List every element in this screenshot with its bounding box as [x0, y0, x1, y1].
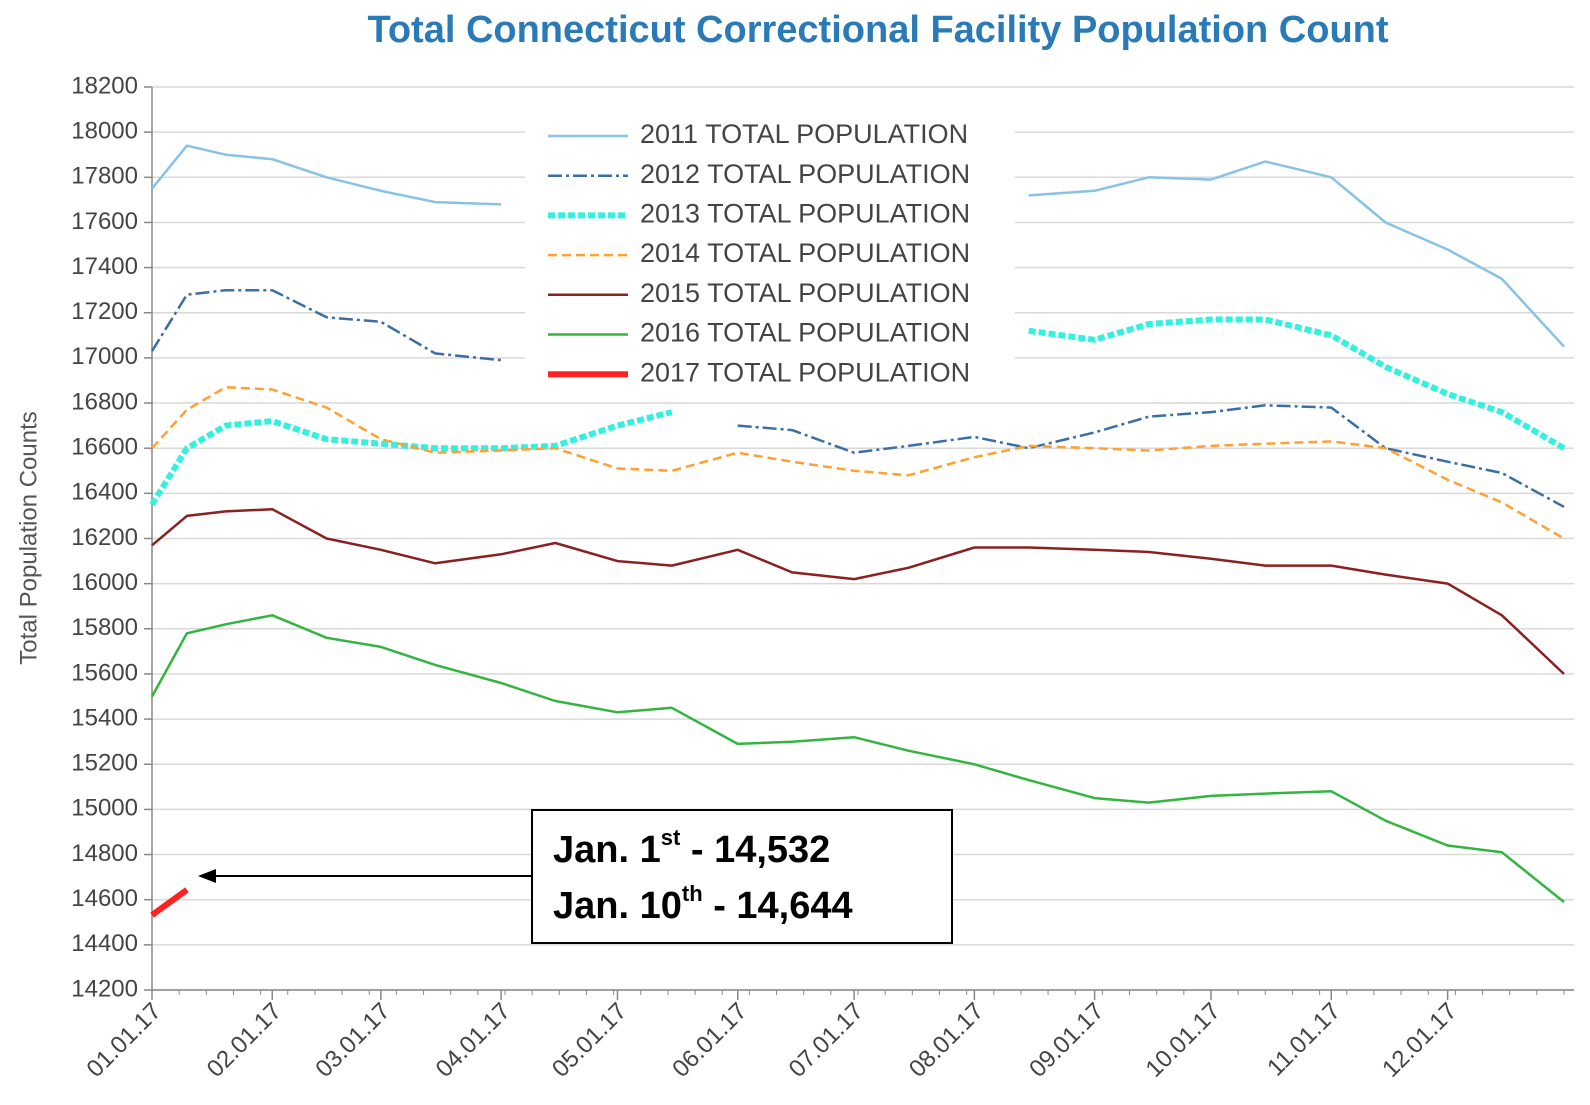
- series-line: [151, 385, 1565, 540]
- series-line: [151, 507, 1565, 675]
- annotation-part: Jan. 1: [553, 829, 661, 871]
- chart-title: Total Connecticut Correctional Facility …: [367, 9, 1388, 51]
- x-tick-label: 02.01.17: [202, 998, 287, 1083]
- arrow-head: [198, 869, 216, 883]
- y-tick-label: 15200: [71, 750, 138, 777]
- y-tick-label: 17000: [71, 343, 138, 370]
- x-tick-label: 06.01.17: [667, 998, 752, 1083]
- y-axis-label: Total Population Counts: [15, 411, 42, 665]
- y-tick-label: 18200: [71, 72, 138, 99]
- x-tick-label: 10.01.17: [1141, 998, 1226, 1083]
- y-tick-label: 17200: [71, 298, 138, 325]
- annotation-box: [531, 809, 953, 944]
- y-tick-label: 15600: [71, 659, 138, 686]
- y-tick-label: 17600: [71, 208, 138, 235]
- annotation-part: Jan. 10: [553, 885, 682, 927]
- x-tick-label: 11.01.17: [1262, 998, 1346, 1082]
- legend-label: 2015 TOTAL POPULATION: [640, 278, 970, 308]
- y-tick-label: 18000: [71, 117, 138, 144]
- annotation-part: - 14,644: [703, 885, 853, 927]
- legend-label: 2011 TOTAL POPULATION: [640, 119, 968, 149]
- y-tick-label: 17800: [71, 163, 138, 190]
- series-line: [150, 614, 1565, 903]
- x-tick-label: 01.01.17: [82, 998, 167, 1083]
- legend-label: 2012 TOTAL POPULATION: [640, 159, 970, 189]
- x-tick-label: 12.01.17: [1377, 998, 1462, 1083]
- legend-label: 2017 TOTAL POPULATION: [640, 357, 970, 387]
- y-tick-label: 14200: [71, 975, 138, 1002]
- y-tick-label: 15800: [71, 614, 138, 641]
- y-tick-label: 14800: [71, 840, 138, 867]
- x-tick-label: 03.01.17: [310, 998, 395, 1083]
- y-tick-label: 16400: [71, 479, 138, 506]
- x-tick-label: 05.01.17: [547, 998, 632, 1083]
- annotation-part: st: [661, 825, 681, 850]
- series-line: [150, 887, 189, 918]
- legend-label: 2014 TOTAL POPULATION: [640, 238, 970, 268]
- y-tick-label: 16200: [71, 524, 138, 551]
- legend-label: 2013 TOTAL POPULATION: [640, 199, 970, 229]
- legend-label: 2016 TOTAL POPULATION: [640, 318, 970, 348]
- legend: 2011 TOTAL POPULATION 2012 TOTAL POPULATI…: [525, 115, 1015, 395]
- y-tick-label: 15400: [71, 704, 138, 731]
- x-tick-label: 08.01.17: [904, 998, 989, 1083]
- series-line: [151, 144, 1565, 348]
- series-line: [150, 288, 1565, 508]
- y-tick-label: 16000: [71, 569, 138, 596]
- x-tick-label: 07.01.17: [784, 998, 869, 1083]
- annotation-text: Jan. 10th - 14,644: [553, 881, 853, 927]
- y-tick-label: 16600: [71, 434, 138, 461]
- x-tick-label: 09.01.17: [1024, 998, 1109, 1083]
- y-tick-label: 15000: [71, 795, 138, 822]
- series-line: [149, 316, 1566, 507]
- x-tick-label: 04.01.17: [431, 998, 516, 1083]
- y-tick-label: 14400: [71, 930, 138, 957]
- y-tick-label: 14600: [71, 885, 138, 912]
- y-tick-label: 16800: [71, 388, 138, 415]
- annotation-part: th: [682, 881, 703, 906]
- y-tick-label: 17400: [71, 253, 138, 280]
- annotation-text: Jan. 1st - 14,532: [553, 825, 830, 871]
- annotation-part: - 14,532: [680, 829, 830, 871]
